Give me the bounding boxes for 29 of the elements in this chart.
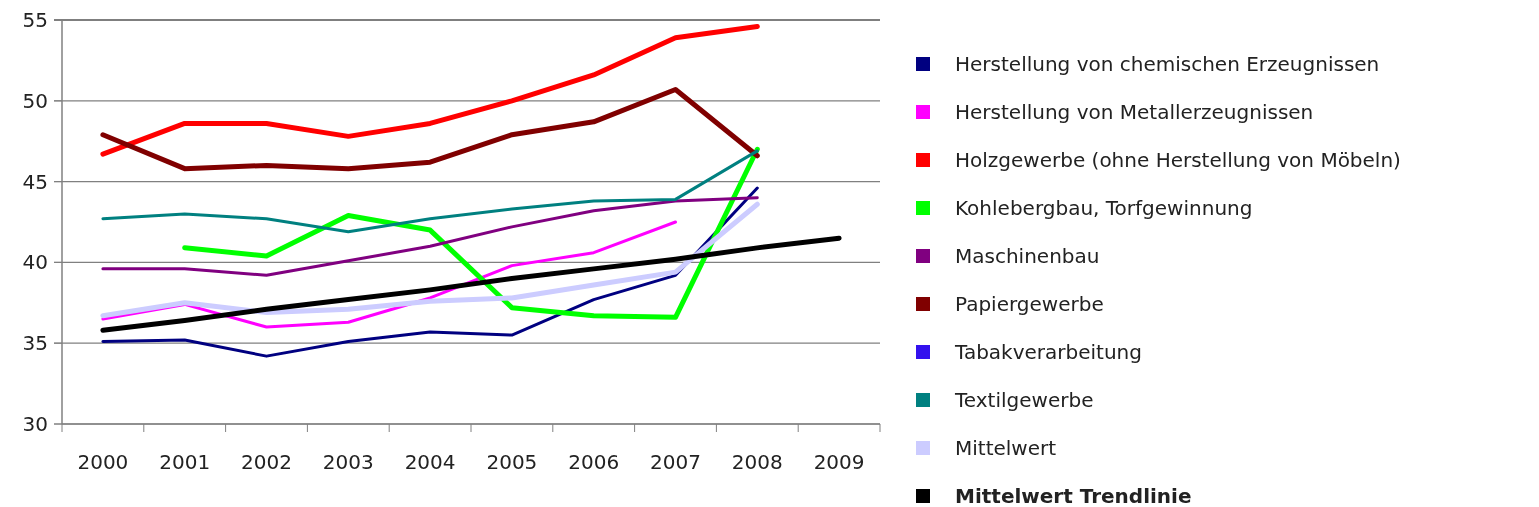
legend-label: Mittelwert Trendlinie — [955, 484, 1192, 507]
x-tick-label: 2006 — [568, 450, 620, 474]
legend-label: Tabakverarbeitung — [954, 340, 1142, 364]
x-tick-label: 2000 — [77, 450, 129, 474]
legend-label: Mittelwert — [955, 436, 1057, 460]
line-series — [101, 149, 759, 234]
legend-label: Kohlebergbau, Torfgewinnung — [955, 196, 1253, 220]
legend-label: Maschinenbau — [955, 244, 1100, 268]
y-tick-label: 50 — [22, 88, 48, 113]
legend-label: Holzgewerbe (ohne Herstellung von Möbeln) — [955, 148, 1401, 172]
y-tick-label: 30 — [22, 412, 48, 436]
y-tick-label: 55 — [22, 8, 48, 32]
y-tick-label: 40 — [22, 250, 48, 275]
legend-label: Papiergewerbe — [955, 292, 1104, 316]
legend-label: Herstellung von Metallerzeugnissen — [955, 100, 1314, 124]
legend-label: Herstellung von chemischen Erzeugnissen — [955, 52, 1380, 76]
x-tick-label: 2002 — [241, 450, 292, 474]
x-tick-label: 2009 — [813, 450, 865, 474]
y-tick-label: 45 — [22, 169, 48, 194]
x-tick-label: 2003 — [322, 450, 374, 474]
y-tick-label: 35 — [22, 331, 48, 356]
line-series — [101, 186, 759, 358]
x-tick-label: 2004 — [404, 450, 456, 474]
x-tick-label: 2001 — [159, 450, 211, 474]
x-tick-label: 2007 — [650, 450, 701, 474]
x-tick-label: 2005 — [486, 450, 538, 474]
line-series — [101, 196, 759, 277]
legend-label: Textilgewerbe — [954, 388, 1094, 412]
x-tick-label: 2008 — [731, 450, 783, 474]
